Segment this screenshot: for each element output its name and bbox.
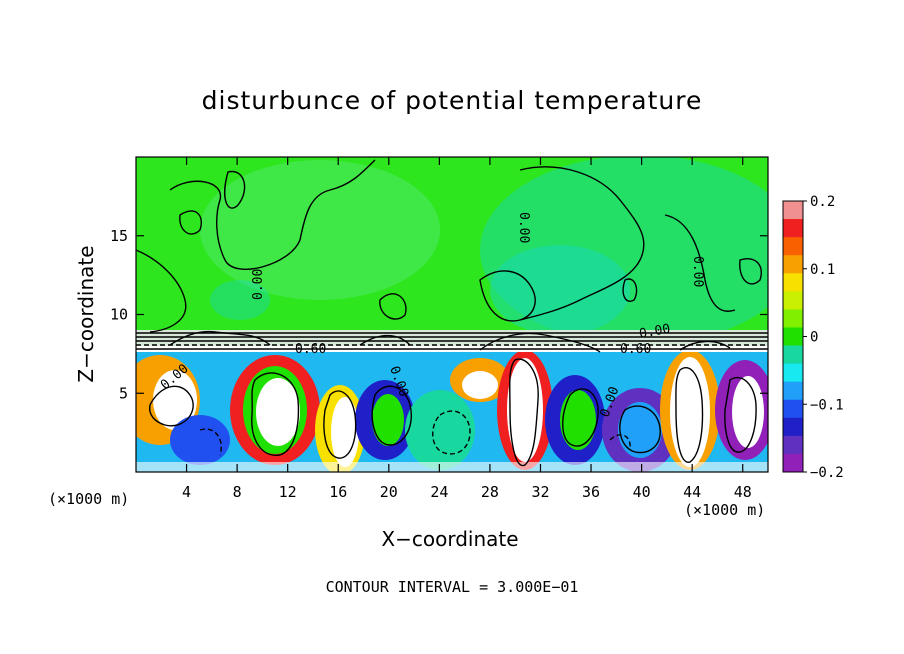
x-tick-label: 32: [531, 483, 549, 501]
colorbar-swatch: [783, 417, 803, 437]
upper-field: [136, 157, 768, 352]
x-tick-label: 16: [329, 483, 347, 501]
colorbar-swatch: [783, 291, 803, 310]
x-tick-label: 44: [683, 483, 701, 501]
colorbar-swatch: [783, 273, 803, 292]
x-tick-label: 12: [279, 483, 297, 501]
colorbar-swatch: [783, 345, 803, 365]
z-unit-label: (×1000 m): [48, 490, 130, 508]
x-tick-label: 40: [633, 483, 651, 501]
y-axis-label: Z−coordinate: [74, 245, 98, 383]
colorbar-swatch: [783, 219, 803, 238]
x-tick-label: 8: [233, 483, 242, 501]
colorbar-tick-label: 0.2: [810, 194, 835, 210]
colorbar-tick-label: −0.1: [810, 397, 844, 413]
colorbar-swatch: [783, 237, 803, 256]
contour-label: 0.60: [620, 342, 651, 357]
colorbar-swatch: [783, 201, 803, 220]
x-tick-label: 48: [734, 483, 752, 501]
x-unit-label: (×1000 m): [684, 501, 766, 519]
x-tick-label: 24: [430, 483, 448, 501]
colorbar-swatch: [783, 363, 803, 383]
colorbar-swatch: [783, 453, 803, 473]
x-tick-label: 28: [481, 483, 499, 501]
lower-field: [136, 352, 768, 472]
colorbar-swatch: [783, 399, 803, 419]
contour-label: 0.00: [516, 212, 531, 243]
x-tick-label: 20: [380, 483, 398, 501]
contour-label: 0.00: [638, 322, 671, 342]
x-tick-label: 4: [182, 483, 191, 501]
colorbar-swatch: [783, 381, 803, 401]
colorbar: 0.2 0.1 0 −0.1 −0.2: [782, 194, 844, 481]
contour-interval-note: CONTOUR INTERVAL = 3.000E−01: [325, 578, 579, 596]
y-tick-label: 10: [110, 306, 128, 324]
x-axis-label: X−coordinate: [381, 527, 519, 551]
y-tick-label: 15: [110, 227, 128, 245]
chart-title: disturbunce of potential temperature: [201, 86, 703, 115]
colorbar-tick-label: −0.2: [810, 465, 844, 481]
contour-lines: [136, 159, 768, 467]
y-tick-label: 5: [119, 384, 128, 402]
colorbar-tick-label: 0: [810, 330, 818, 346]
contour-label: 0.00: [251, 269, 266, 300]
colorbar-swatch: [783, 435, 803, 455]
x-tick-label: 36: [582, 483, 600, 501]
colorbar-swatch: [783, 255, 803, 274]
contour-label: 0.60: [295, 342, 326, 357]
contour-label: 0.00: [690, 256, 705, 287]
colorbar-swatch: [783, 327, 803, 347]
colorbar-swatch: [783, 309, 803, 328]
colorbar-tick-label: 0.1: [810, 262, 835, 278]
contour-label-group: 0.00 0.00 0.00 0.00 0.00 0.60 0.60 0.00 …: [158, 212, 705, 419]
